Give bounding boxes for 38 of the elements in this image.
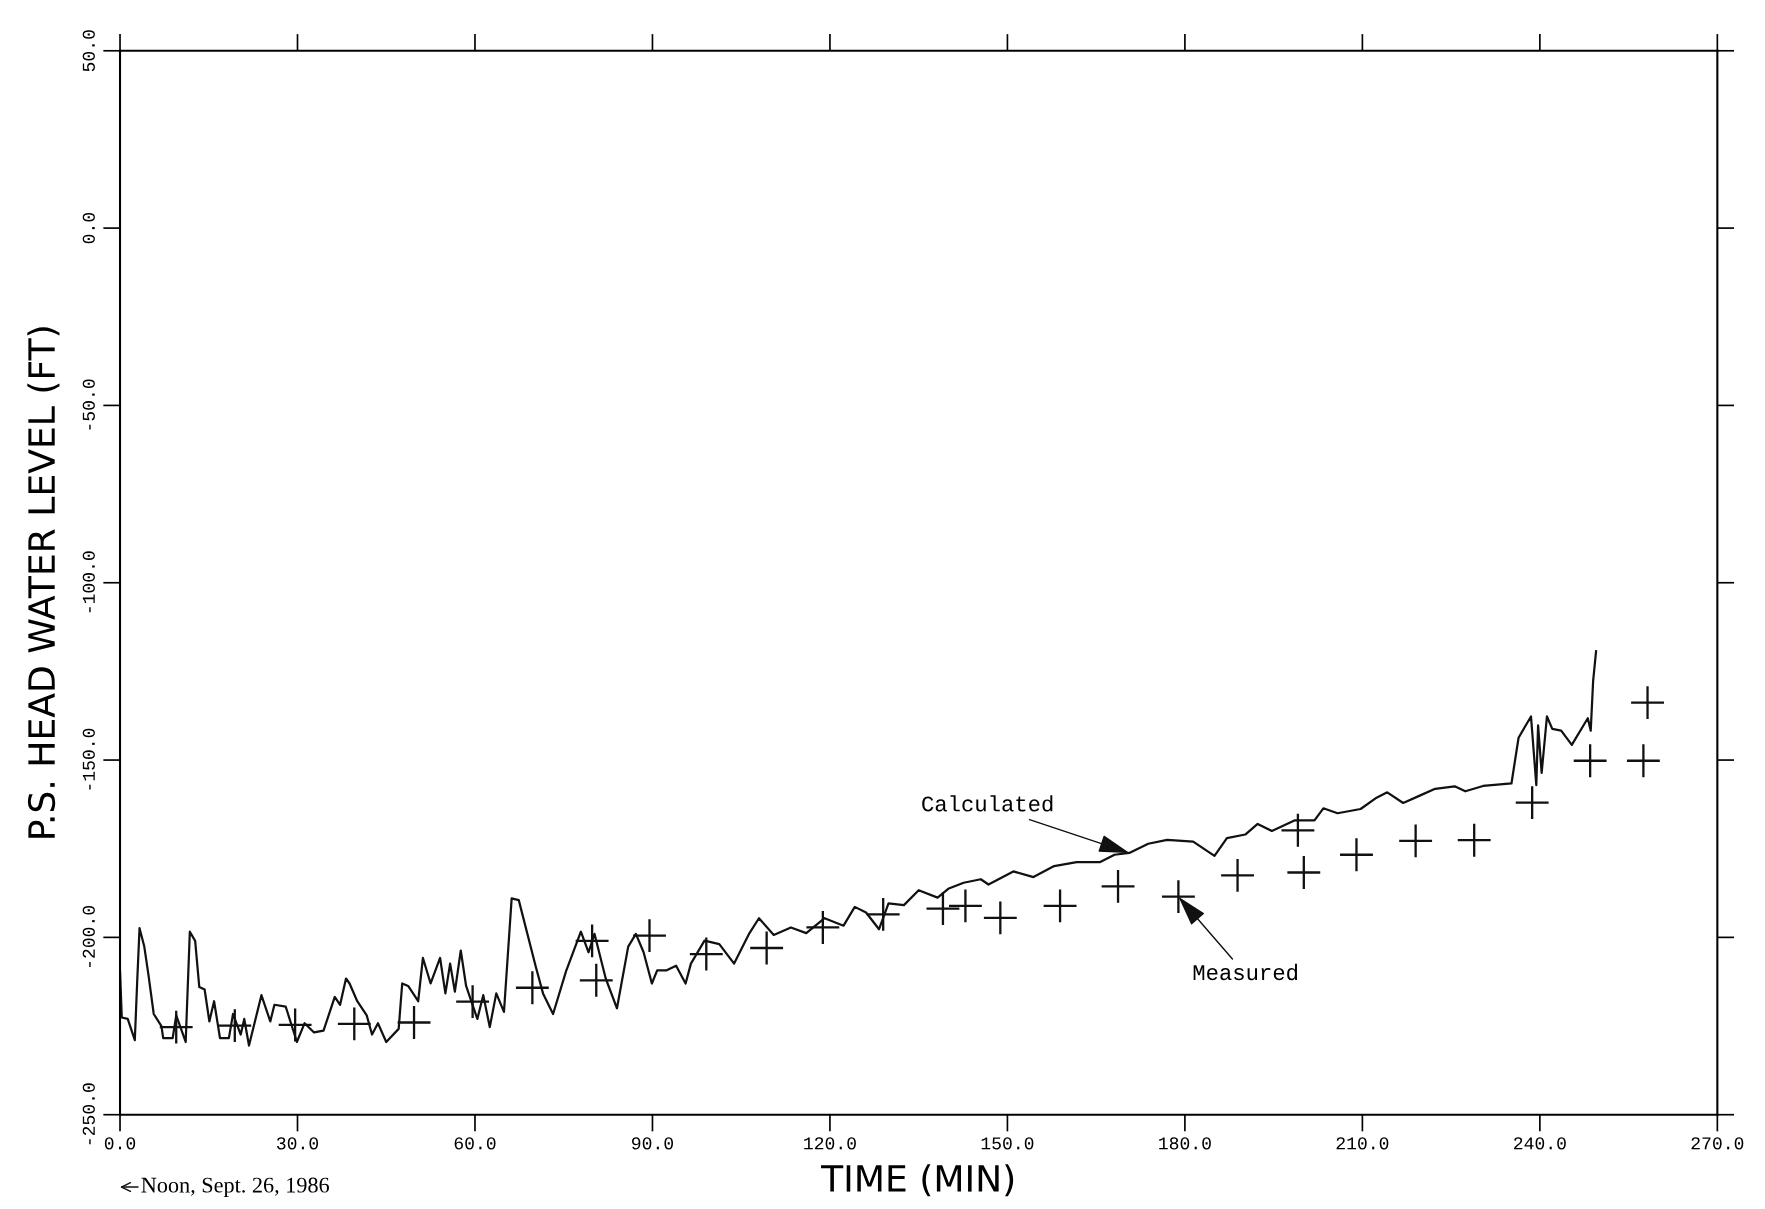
y-tick-label: -200.0	[82, 905, 95, 967]
point	[948, 889, 982, 923]
x-axis-title: TIME (MIN)	[820, 1164, 1014, 1197]
y-tick-label: -50.0	[82, 379, 95, 430]
point	[633, 919, 666, 953]
x-tick-label: 60.0	[454, 1137, 496, 1150]
point	[1340, 838, 1373, 872]
line-series	[120, 650, 1598, 1047]
y-tick-label: -150.0	[82, 728, 95, 790]
x-tick-label: 120.0	[804, 1137, 856, 1150]
annotation: Calculated	[922, 795, 1053, 812]
point	[1399, 824, 1433, 858]
point	[1626, 744, 1660, 778]
point	[1161, 880, 1195, 914]
annotation: Measured	[1193, 963, 1298, 981]
point	[1221, 858, 1254, 892]
point	[1631, 686, 1664, 720]
y-axis-title: P.S. HEAD WATER LEVEL (FT)	[27, 327, 60, 838]
x-tick-label: 150.0	[981, 1137, 1034, 1150]
x-tick-label: 90.0	[632, 1137, 674, 1150]
point	[397, 1006, 431, 1039]
y-tick-label: -250.0	[82, 1083, 95, 1145]
x-tick-label: 270.0	[1691, 1137, 1744, 1150]
point	[1287, 856, 1321, 889]
x-tick-label: 210.0	[1336, 1137, 1389, 1150]
point	[1515, 786, 1549, 820]
point	[806, 911, 840, 944]
y-tick-label: 50.0	[82, 30, 95, 72]
point	[750, 931, 784, 965]
x-tick-label: 240.0	[1514, 1137, 1566, 1150]
y-tick-label: 0.0	[82, 212, 95, 244]
y-tick-label: -100.0	[82, 551, 95, 613]
x-tick-label: 180.0	[1159, 1137, 1211, 1150]
x-tick-label: 30.0	[276, 1137, 319, 1150]
point	[515, 971, 549, 1005]
point	[456, 985, 490, 1018]
x-tick-label: 0.0	[104, 1137, 136, 1150]
text: Noon, Sept. 26, 1986	[141, 1177, 330, 1198]
